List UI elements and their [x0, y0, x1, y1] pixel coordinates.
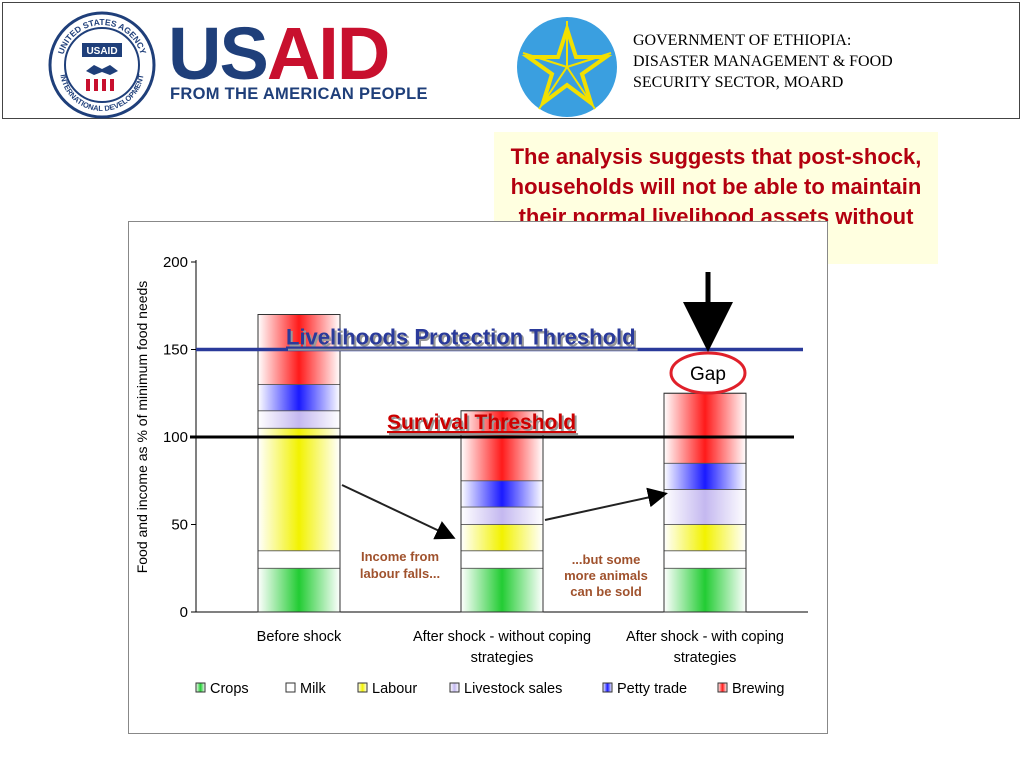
y-tick-label: 50: [171, 517, 188, 534]
bar-segment-milk: [257, 550, 341, 569]
legend-label-crops: Crops: [210, 681, 249, 697]
bar-segment-crops: [663, 567, 747, 613]
bar-segment-petty: [663, 462, 747, 490]
legend-swatch-labour: [357, 682, 368, 693]
bar-segment-crops: [257, 567, 341, 613]
gap-ellipse: [669, 351, 747, 395]
legend-label-livestock: Livestock sales: [464, 681, 562, 697]
bar-segment-petty: [460, 480, 544, 508]
y-tick-label: 150: [163, 342, 188, 359]
bar-outline: [460, 410, 544, 613]
livelihoods-threshold-label-shadow: Livelihoods Protection Threshold: [288, 327, 638, 352]
legend-swatch-livestock: [449, 682, 460, 693]
bar-segment-labour: [257, 427, 341, 552]
bar-segment-milk: [663, 550, 747, 569]
x-tick-label: After shock - without coping: [413, 629, 591, 645]
legend-swatch-brewing: [717, 682, 728, 693]
government-heading: GOVERNMENT OF ETHIOPIA: DISASTER MANAGEM…: [633, 30, 893, 93]
y-tick-label: 200: [163, 254, 188, 271]
y-tick-label: 0: [180, 604, 188, 621]
y-tick-label: 100: [163, 429, 188, 446]
x-tick-label: strategies: [674, 650, 737, 666]
seal-label: USAID: [86, 46, 117, 57]
gov-line: SECURITY SECTOR, MOARD: [633, 74, 844, 91]
logo-us: US: [168, 12, 269, 95]
y-axis-title: Food and income as % of minimum food nee…: [134, 281, 150, 574]
bar-segment-milk: [460, 550, 544, 569]
bar-segment-livestock: [460, 506, 544, 525]
bar-segment-crops: [460, 567, 544, 613]
note-animals-sold: can be sold: [570, 584, 642, 599]
bar-segment-livestock: [257, 410, 341, 429]
labour-falls-arrow: [341, 484, 456, 540]
survival-threshold-label-shadow: Survival Threshold: [389, 413, 578, 436]
livelihoods-threshold-label: Livelihoods Protection Threshold: [286, 325, 636, 350]
legend-label-labour: Labour: [372, 681, 417, 697]
note-labour-falls: Income from: [361, 549, 439, 564]
bar-segment-brewing: [663, 392, 747, 464]
animals-sold-arrow: [544, 487, 668, 521]
legend-label-petty: Petty trade: [617, 681, 687, 697]
bar-segment-labour: [460, 524, 544, 552]
bar-segment-labour: [663, 524, 747, 552]
legend-swatch-milk: [285, 682, 296, 693]
legend-label-milk: Milk: [300, 681, 327, 697]
x-tick-label: strategies: [471, 650, 534, 666]
gap-label: Gap: [690, 364, 726, 385]
bar-outline: [257, 314, 341, 613]
note-animals-sold: more animals: [564, 568, 648, 583]
logo-aid: AID: [266, 12, 390, 95]
note-labour-falls: labour falls...: [360, 566, 440, 581]
x-tick-label: After shock - with coping: [626, 629, 784, 645]
legend-swatch-petty: [602, 682, 613, 693]
legend-swatch-crops: [195, 682, 206, 693]
bar-segment-livestock: [663, 489, 747, 525]
usaid-tagline: FROM THE AMERICAN PEOPLE: [170, 85, 428, 103]
survival-threshold-label: Survival Threshold: [387, 411, 576, 434]
note-animals-sold: ...but some: [572, 552, 641, 567]
bar-segment-petty: [257, 384, 341, 412]
usaid-logo: USAID: [168, 17, 390, 91]
gov-line: GOVERNMENT OF ETHIOPIA:: [633, 32, 852, 49]
gov-line: DISASTER MANAGEMENT & FOOD: [633, 53, 893, 70]
x-tick-label: Before shock: [257, 629, 342, 645]
ethiopia-emblem-icon: [517, 17, 617, 117]
legend-label-brewing: Brewing: [732, 681, 784, 697]
usaid-seal-icon: UNITED STATES AGENCY INTERNATIONAL DEVEL…: [48, 11, 156, 119]
header-banner: UNITED STATES AGENCY INTERNATIONAL DEVEL…: [2, 2, 1020, 119]
